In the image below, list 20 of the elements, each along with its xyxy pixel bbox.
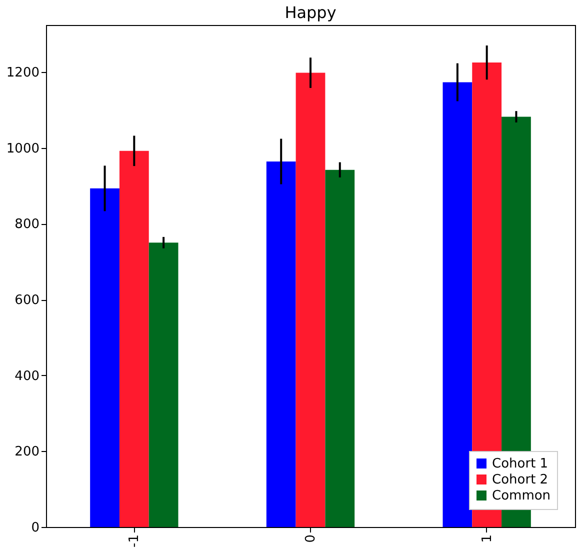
bar <box>442 82 472 527</box>
x-tick-label: 1 <box>480 534 495 543</box>
y-tick-label: 600 <box>14 293 40 308</box>
y-tick-label: 200 <box>14 444 40 460</box>
bar <box>148 242 178 527</box>
legend-label: Common <box>492 488 551 504</box>
chart-title: Happy <box>284 3 336 22</box>
y-tick-label: 400 <box>14 368 40 384</box>
x-tick-label: 0 <box>304 534 318 543</box>
bar <box>296 72 326 527</box>
y-tick-label: 800 <box>14 217 40 232</box>
bar <box>325 170 355 527</box>
y-tick-label: 1000 <box>6 141 40 156</box>
legend-label: Cohort 1 <box>492 456 548 472</box>
y-tick-label: 1200 <box>6 66 40 81</box>
legend-label: Cohort 2 <box>492 472 548 488</box>
bar <box>90 188 120 527</box>
bar <box>119 150 149 527</box>
bar <box>266 161 296 527</box>
x-tick-label: -1 <box>127 534 142 548</box>
